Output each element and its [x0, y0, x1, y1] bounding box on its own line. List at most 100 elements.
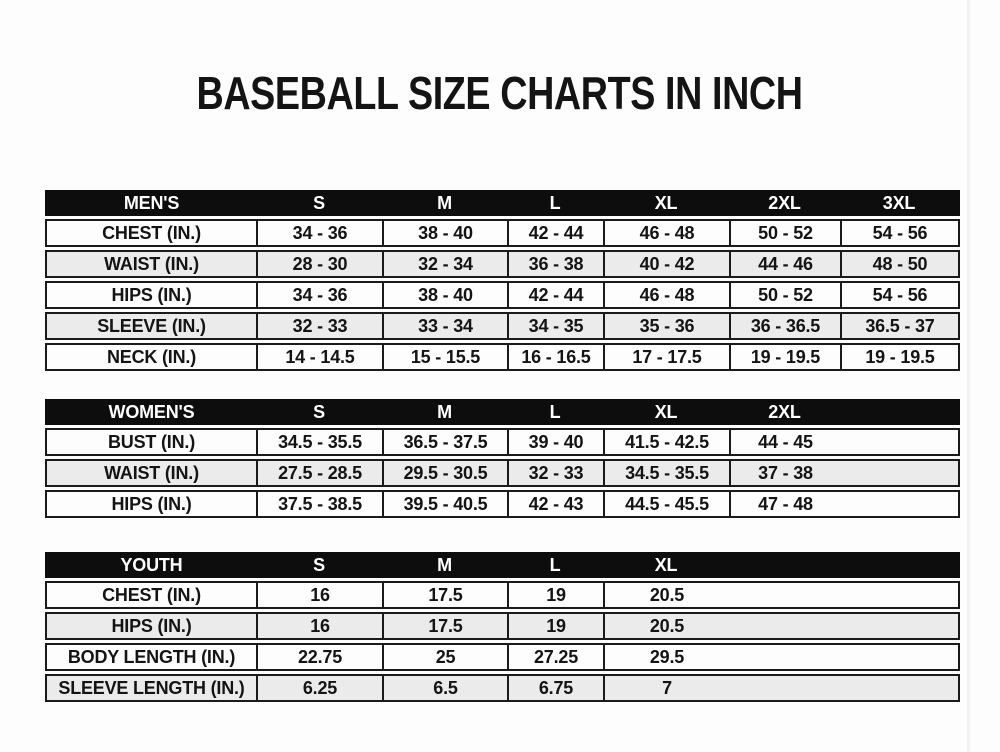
size-value-cell: 34.5 - 35.5 — [603, 461, 729, 485]
mens-size-column-header: L — [549, 192, 561, 213]
youth-size-column-header: XL — [654, 554, 678, 575]
womens-table-row: BUST (IN.) 34.5 - 35.5 36.5 - 37.5 39 - 40 4… — [45, 428, 960, 456]
size-value-cell: 25 — [382, 645, 507, 669]
size-value-cell: 42 - 44 — [507, 221, 603, 245]
mens-size-table: MEN'S S M L XL 2XL 3XL CHEST (IN.) 34 - 36 38 - 4… — [45, 190, 960, 371]
size-value-cell: 36.5 - 37 — [840, 314, 958, 338]
size-value-cell: 37 - 38 — [729, 461, 840, 485]
size-value-cell: 47 - 48 — [729, 492, 840, 516]
womens-size-column-header: XL — [654, 401, 678, 422]
youth-table-row: SLEEVE LENGTH (IN.) 6.25 6.5 6.75 7 — [45, 674, 960, 702]
size-value-cell: 32 - 33 — [507, 461, 603, 485]
womens-table-row: HIPS (IN.) 37.5 - 38.5 39.5 - 40.5 42 - 43 4… — [45, 490, 960, 518]
size-value-cell: 44 - 45 — [729, 430, 840, 454]
measurement-label-cell: WAIST (IN.) — [104, 462, 199, 483]
size-value-cell: 46 - 48 — [603, 221, 729, 245]
size-value-cell: 17.5 — [382, 583, 507, 607]
mens-table-row: NECK (IN.) 14 - 14.5 15 - 15.5 16 - 16.5 17 … — [45, 343, 960, 371]
mens-table-row: CHEST (IN.) 34 - 36 38 - 40 42 - 44 46 - 48 5… — [45, 219, 960, 247]
size-value-cell: 36 - 38 — [507, 252, 603, 276]
size-value-cell: 29.5 — [603, 645, 729, 669]
youth-table-row: CHEST (IN.) 16 17.5 19 20.5 — [45, 581, 960, 609]
size-value-cell: 15 - 15.5 — [382, 345, 507, 369]
size-value-cell: 54 - 56 — [840, 221, 958, 245]
mens-header-row: MEN'S S M L XL 2XL 3XL — [45, 190, 960, 216]
size-value-cell: 19 - 19.5 — [729, 345, 840, 369]
youth-size-column-header: M — [437, 554, 452, 575]
mens-size-column-header: M — [437, 192, 452, 213]
size-value-cell: 20.5 — [603, 614, 729, 638]
measurement-label-cell: HIPS (IN.) — [111, 493, 192, 514]
size-value-cell: 37.5 - 38.5 — [256, 492, 382, 516]
womens-size-table: WOMEN'S S M L XL 2XL BUST (IN.) 34.5 - 35.5 36.5… — [45, 399, 960, 518]
size-value-cell: 34.5 - 35.5 — [256, 430, 382, 454]
size-value-cell: 41.5 - 42.5 — [603, 430, 729, 454]
size-value-cell: 32 - 33 — [256, 314, 382, 338]
size-value-cell: 19 — [507, 614, 603, 638]
page-title-text: BASEBALL SIZE CHARTS IN INCH — [196, 67, 804, 119]
womens-size-column-header: 2XL — [768, 401, 801, 422]
mens-size-column-header: S — [313, 192, 325, 213]
measurement-label-cell: SLEEVE LENGTH (IN.) — [58, 677, 245, 698]
womens-table-row: WAIST (IN.) 27.5 - 28.5 29.5 - 30.5 32 - 33… — [45, 459, 960, 487]
size-value-cell: 19 — [507, 583, 603, 607]
size-value-cell: 50 - 52 — [729, 221, 840, 245]
measurement-label-cell: BUST (IN.) — [108, 431, 195, 452]
measurement-label-cell: HIPS (IN.) — [111, 615, 192, 636]
size-value-cell: 36.5 - 37.5 — [382, 430, 507, 454]
size-value-cell: 46 - 48 — [603, 283, 729, 307]
size-value-cell: 39 - 40 — [507, 430, 603, 454]
size-value-cell: 28 - 30 — [256, 252, 382, 276]
scan-artifact-line — [967, 0, 970, 752]
size-value-cell: 44.5 - 45.5 — [603, 492, 729, 516]
size-value-cell: 42 - 43 — [507, 492, 603, 516]
youth-group-label: YOUTH — [120, 554, 183, 575]
size-value-cell: 50 - 52 — [729, 283, 840, 307]
youth-table-row: HIPS (IN.) 16 17.5 19 20.5 — [45, 612, 960, 640]
size-value-cell: 38 - 40 — [382, 221, 507, 245]
size-value-cell: 17.5 — [382, 614, 507, 638]
womens-size-column-header: M — [437, 401, 452, 422]
size-value-cell: 16 — [256, 583, 382, 607]
size-value-cell: 22.75 — [256, 645, 382, 669]
size-value-cell: 48 - 50 — [840, 252, 958, 276]
size-value-cell: 39.5 - 40.5 — [382, 492, 507, 516]
youth-size-column-header: L — [549, 554, 561, 575]
measurement-label-cell: NECK (IN.) — [107, 346, 196, 367]
mens-table-row: WAIST (IN.) 28 - 30 32 - 34 36 - 38 40 - 42 4… — [45, 250, 960, 278]
mens-table-row: SLEEVE (IN.) 32 - 33 33 - 34 34 - 35 35 - 36… — [45, 312, 960, 340]
size-value-cell: 35 - 36 — [603, 314, 729, 338]
measurement-label-cell: WAIST (IN.) — [104, 253, 199, 274]
youth-size-column-header: S — [313, 554, 325, 575]
measurement-label-cell: CHEST (IN.) — [102, 222, 201, 243]
size-value-cell: 6.75 — [507, 676, 603, 700]
youth-header-row: YOUTH S M L XL — [45, 552, 960, 578]
size-value-cell: 29.5 - 30.5 — [382, 461, 507, 485]
mens-size-column-header: 2XL — [768, 192, 801, 213]
size-value-cell: 42 - 44 — [507, 283, 603, 307]
measurement-label-cell: CHEST (IN.) — [102, 584, 201, 605]
size-value-cell: 19 - 19.5 — [840, 345, 958, 369]
mens-size-column-header: 3XL — [882, 192, 916, 213]
youth-size-table: YOUTH S M L XL CHEST (IN.) 16 17.5 19 20.5 HIPS (I… — [45, 552, 960, 702]
size-value-cell: 34 - 35 — [507, 314, 603, 338]
measurement-label-cell: BODY LENGTH (IN.) — [67, 646, 236, 667]
size-value-cell: 44 - 46 — [729, 252, 840, 276]
womens-group-label: WOMEN'S — [108, 401, 195, 422]
size-value-cell: 6.25 — [256, 676, 382, 700]
size-value-cell: 34 - 36 — [256, 283, 382, 307]
mens-table-row: HIPS (IN.) 34 - 36 38 - 40 42 - 44 46 - 48 50… — [45, 281, 960, 309]
size-value-cell: 16 — [256, 614, 382, 638]
womens-size-column-header: S — [313, 401, 325, 422]
size-value-cell: 38 - 40 — [382, 283, 507, 307]
womens-header-row: WOMEN'S S M L XL 2XL — [45, 399, 960, 425]
size-value-cell: 34 - 36 — [256, 221, 382, 245]
measurement-label-cell: HIPS (IN.) — [111, 284, 192, 305]
size-value-cell: 32 - 34 — [382, 252, 507, 276]
size-value-cell: 7 — [603, 676, 729, 700]
size-value-cell: 16 - 16.5 — [507, 345, 603, 369]
size-value-cell: 27.25 — [507, 645, 603, 669]
size-value-cell: 40 - 42 — [603, 252, 729, 276]
measurement-label-cell: SLEEVE (IN.) — [97, 315, 206, 336]
